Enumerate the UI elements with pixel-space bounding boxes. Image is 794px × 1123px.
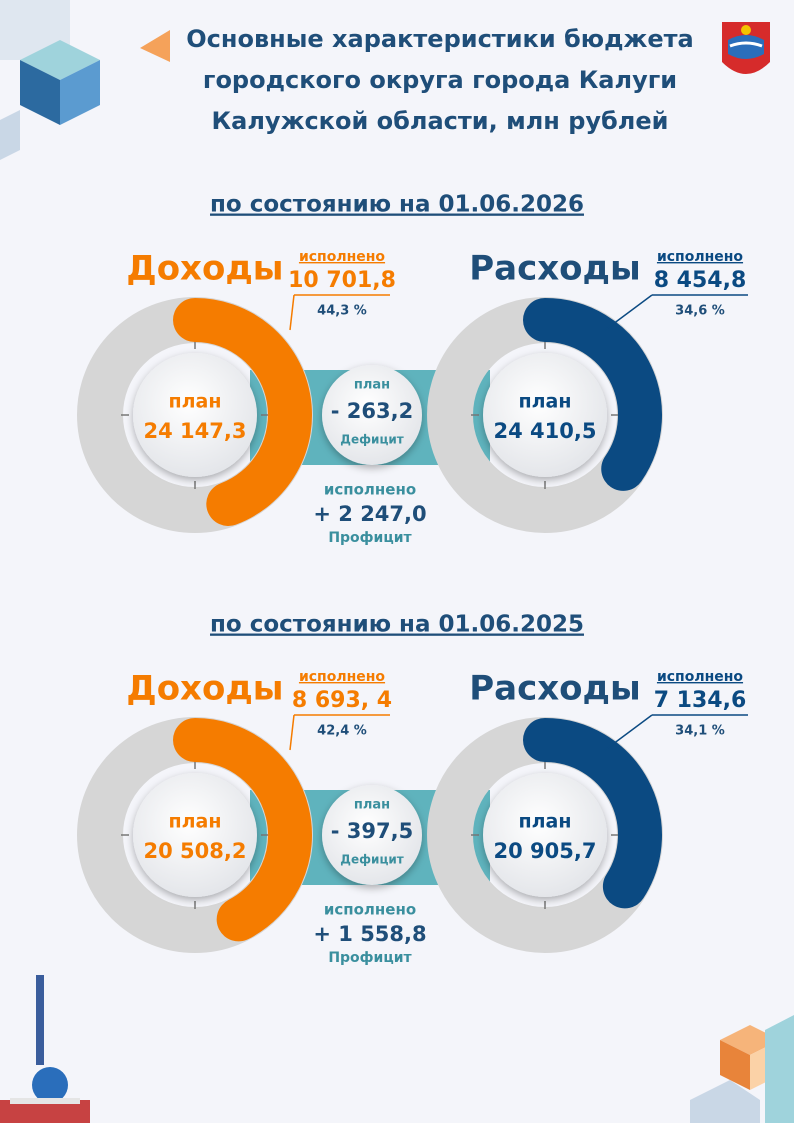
date-label: по состоянию на 01.06.2026 (210, 192, 584, 218)
plan-circle (133, 773, 257, 897)
done-label: исполнено (299, 249, 385, 265)
balance-plan-kind: Дефицит (340, 853, 403, 867)
monument (0, 975, 90, 1123)
balance-circle (322, 785, 422, 885)
section-label: Доходы (126, 669, 283, 709)
plan-value: 24 147,3 (144, 419, 247, 443)
plan-circle (483, 353, 607, 477)
done-value: 7 134,6 (654, 688, 747, 713)
balance-plan: - 263,2 (331, 399, 413, 423)
emblem (722, 22, 770, 74)
date-label: по состоянию на 01.06.2025 (210, 612, 584, 638)
progress-arc (523, 298, 662, 491)
plan-value: 20 508,2 (144, 839, 247, 863)
plan-label: план (519, 391, 572, 413)
balance-done-label: исполнено (324, 901, 416, 919)
title-line: Калужской области, млн рублей (212, 107, 669, 135)
plan-label: план (169, 811, 222, 833)
progress-arc (523, 718, 662, 909)
progress-arc (173, 298, 312, 526)
balance-plan-label: план (354, 378, 390, 393)
section-label: Расходы (469, 249, 641, 289)
leader (604, 714, 653, 751)
done-label: исполнено (657, 249, 743, 265)
plan-circle (133, 353, 257, 477)
plan-label: план (519, 811, 572, 833)
content: Основные характеристики бюджета городског… (77, 25, 748, 966)
balance-done-label: исполнено (324, 481, 416, 499)
done-value: 8 693, 4 (292, 688, 392, 713)
done-value: 8 454,8 (654, 268, 747, 293)
progress-arc (173, 718, 312, 942)
plan-circle (483, 773, 607, 897)
balance-plan-kind: Дефицит (340, 433, 403, 447)
leader (289, 294, 295, 331)
leader (604, 294, 653, 331)
plan-value: 20 905,7 (494, 839, 597, 863)
balance-circle (322, 365, 422, 465)
balance-done: + 2 247,0 (313, 502, 426, 526)
done-value: 10 701,8 (288, 268, 396, 293)
leader (289, 714, 295, 751)
plan-value: 24 410,5 (494, 419, 597, 443)
balance-done-kind: Профицит (328, 950, 412, 966)
balance-done: + 1 558,8 (313, 922, 426, 946)
done-label: исполнено (657, 669, 743, 685)
plan-label: план (169, 391, 222, 413)
percent-label: 34,6 % (675, 304, 725, 319)
balance-done-kind: Профицит (328, 530, 412, 546)
balance-plan: - 397,5 (331, 819, 413, 843)
done-label: исполнено (299, 669, 385, 685)
percent-label: 34,1 % (675, 724, 725, 739)
balance-plan-label: план (354, 798, 390, 813)
title-line: городского округа города Калуги (203, 66, 677, 94)
percent-label: 44,3 % (317, 304, 367, 319)
section-label: Расходы (469, 669, 641, 709)
title-line: Основные характеристики бюджета (186, 25, 693, 53)
percent-label: 42,4 % (317, 724, 367, 739)
section-label: Доходы (126, 249, 283, 289)
